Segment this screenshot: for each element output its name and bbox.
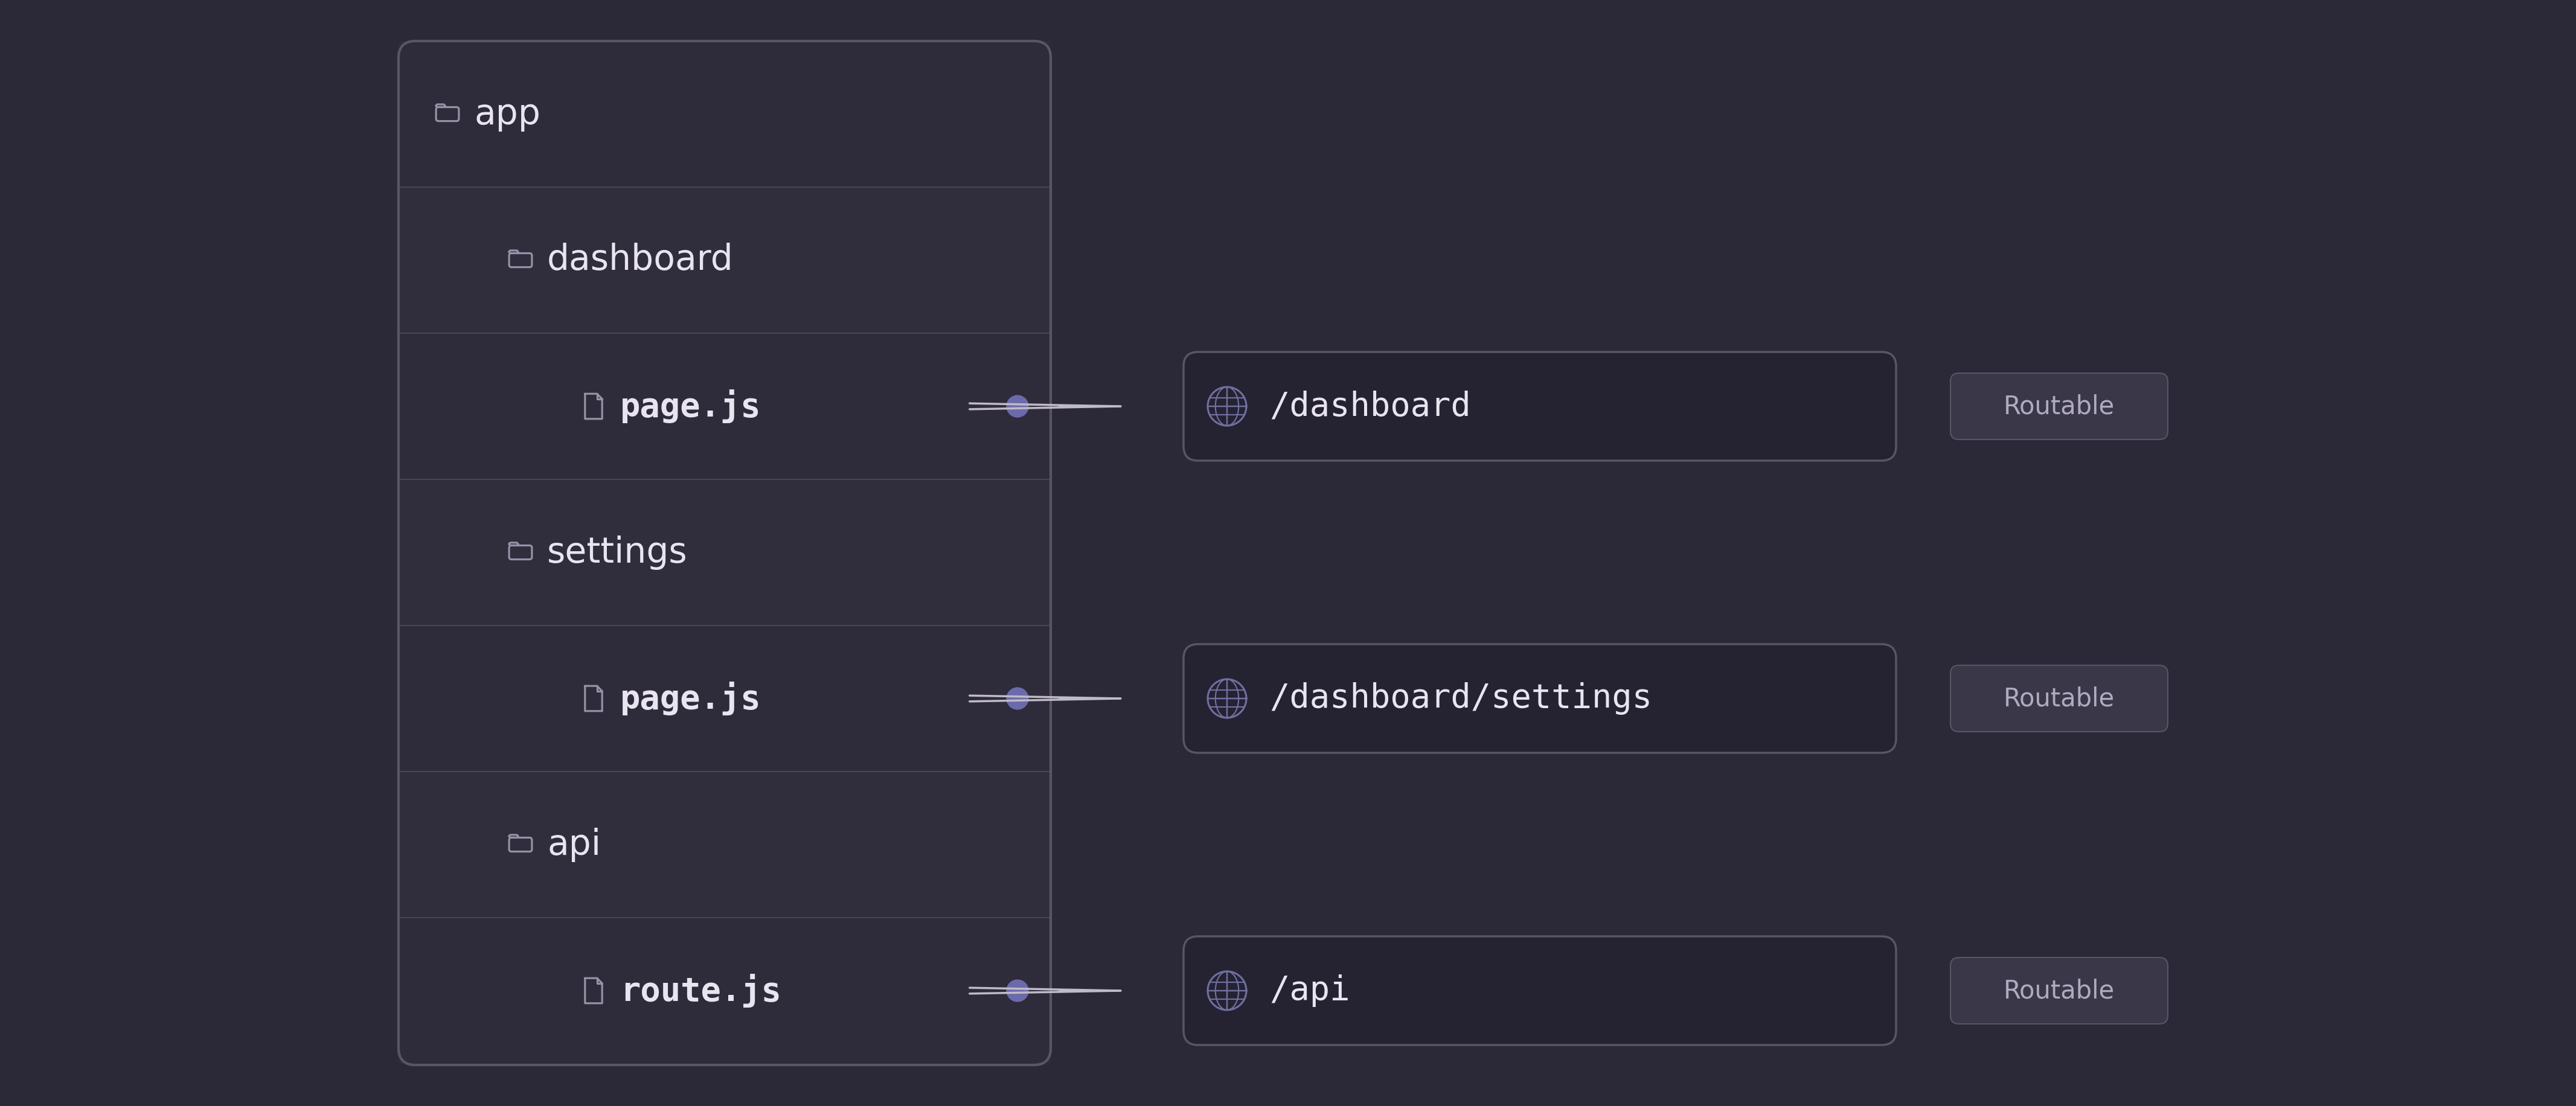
- Text: /dashboard: /dashboard: [1270, 390, 1471, 422]
- Bar: [399, 918, 1051, 1064]
- Text: /api: /api: [1270, 974, 1350, 1006]
- Text: api: api: [546, 827, 600, 862]
- FancyBboxPatch shape: [1182, 937, 1896, 1045]
- FancyBboxPatch shape: [1182, 644, 1896, 753]
- Text: app: app: [474, 97, 541, 132]
- Text: route.js: route.js: [621, 973, 781, 1008]
- Text: settings: settings: [546, 535, 688, 570]
- Text: Routable: Routable: [2004, 978, 2115, 1003]
- Circle shape: [1007, 396, 1028, 417]
- FancyBboxPatch shape: [1182, 352, 1896, 460]
- FancyBboxPatch shape: [1950, 666, 2169, 732]
- Circle shape: [1007, 688, 1028, 709]
- Bar: [399, 479, 1051, 626]
- Bar: [399, 333, 1051, 479]
- Text: dashboard: dashboard: [546, 243, 734, 278]
- FancyBboxPatch shape: [1950, 373, 2169, 439]
- Text: Routable: Routable: [2004, 394, 2115, 419]
- Bar: [399, 41, 1051, 187]
- Bar: [399, 626, 1051, 772]
- Text: page.js: page.js: [621, 681, 762, 716]
- Circle shape: [1007, 980, 1028, 1002]
- Bar: [399, 187, 1051, 333]
- Text: Routable: Routable: [2004, 686, 2115, 711]
- Text: /dashboard/settings: /dashboard/settings: [1270, 682, 1651, 714]
- FancyBboxPatch shape: [399, 41, 1051, 1065]
- Bar: [399, 772, 1051, 918]
- FancyBboxPatch shape: [1950, 958, 2169, 1024]
- Text: page.js: page.js: [621, 389, 762, 424]
